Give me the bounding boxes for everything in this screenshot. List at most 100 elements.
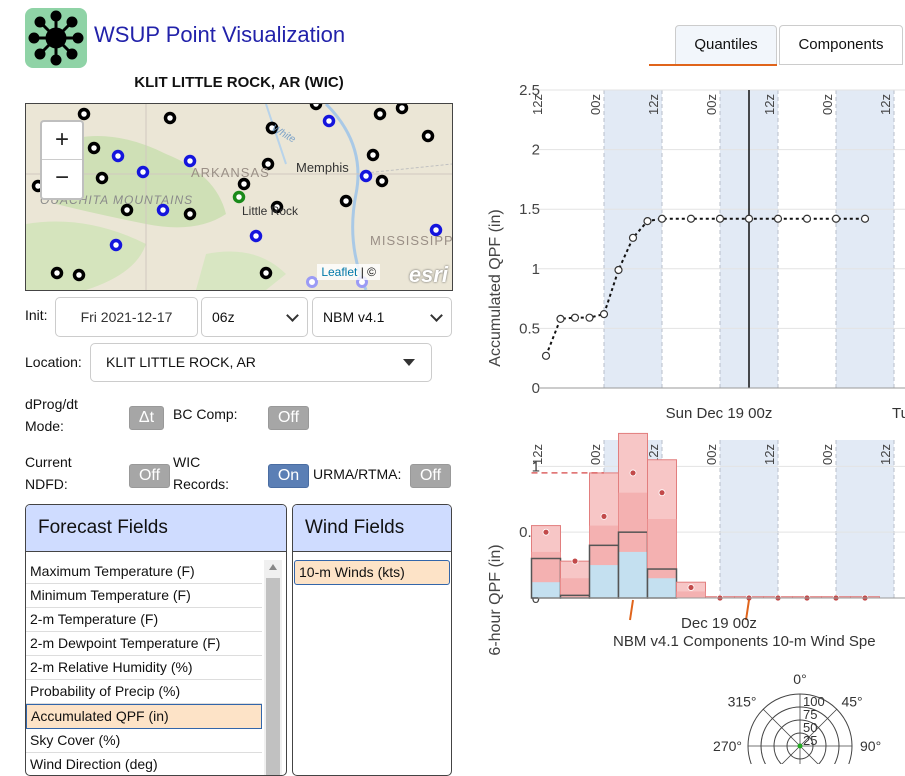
zoom-out-button[interactable]: − bbox=[54, 164, 69, 191]
scrollbar-thumb[interactable] bbox=[266, 578, 280, 775]
accum-qpf-point bbox=[556, 314, 565, 323]
dprog-mode-label: dProg/dt Mode: bbox=[25, 396, 78, 434]
polar-angle-label: 0° bbox=[793, 671, 806, 687]
location-value: KLIT LITTLE ROCK, AR bbox=[106, 354, 256, 370]
map-zoom-control: + − bbox=[40, 120, 84, 200]
polar-spoke bbox=[799, 708, 838, 747]
forecast-field-item[interactable]: Maximum Temperature (F) bbox=[26, 560, 262, 584]
forecast-fields-scrollbar[interactable] bbox=[264, 560, 282, 775]
tab-quantiles[interactable]: Quantiles bbox=[675, 25, 777, 65]
qpf-mean-point bbox=[542, 528, 550, 536]
polar-wind-point bbox=[797, 743, 803, 749]
forecast-field-item[interactable]: 2-m Relative Humidity (%) bbox=[26, 656, 262, 680]
accum-qpf-point bbox=[686, 214, 696, 223]
map-label-little-rock: Little Rock bbox=[242, 204, 299, 218]
accum-qpf-point bbox=[643, 217, 652, 226]
forecast-fields-panel: Forecast Fields Maximum Temperature (F) … bbox=[25, 504, 287, 776]
qpf-mean-point bbox=[571, 557, 579, 565]
app-title: WSUP Point Visualization bbox=[94, 22, 346, 47]
polar-spoke bbox=[762, 708, 801, 747]
hour-tick-label: 00z bbox=[588, 444, 603, 465]
accum-qpf-date-label-right: Tu bbox=[892, 405, 905, 422]
polar-radial-label: 25 bbox=[803, 733, 817, 748]
polar-radial-label: 50 bbox=[803, 720, 817, 735]
hour-tick-label: 12z bbox=[530, 444, 545, 465]
forecast-field-item[interactable]: Minimum Temperature (F) bbox=[26, 584, 262, 608]
polar-spoke bbox=[799, 745, 819, 764]
hour-tick-label: 00z bbox=[820, 444, 835, 465]
urma-rtma-label: URMA/RTMA: bbox=[313, 466, 402, 482]
init-cycle-select[interactable]: 06z bbox=[201, 297, 308, 337]
accum-qpf-point bbox=[628, 233, 638, 242]
hour-tick-label: 00z bbox=[704, 94, 719, 115]
forecast-fields-title: Forecast Fields bbox=[26, 505, 286, 552]
init-label: Init: bbox=[25, 307, 48, 323]
polar-angle-label: 270° bbox=[713, 738, 742, 754]
polar-angle-label: 45° bbox=[841, 694, 862, 710]
wic-records-label: WIC Records: bbox=[173, 454, 230, 492]
leaflet-link[interactable]: Leaflet bbox=[321, 265, 358, 279]
forecast-field-item-selected[interactable]: Accumulated QPF (in) bbox=[26, 704, 262, 729]
current-ndfd-label: Current NDFD: bbox=[25, 454, 72, 492]
y-tick-label: 2 bbox=[532, 142, 540, 159]
accum-qpf-ylabel: Accumulated QPF (in) bbox=[487, 209, 504, 366]
orange-marker bbox=[629, 599, 634, 621]
tab-components[interactable]: Components bbox=[779, 25, 903, 65]
network-logo-icon bbox=[28, 10, 84, 66]
accum-qpf-point bbox=[657, 214, 667, 223]
y-tick-label: 1 bbox=[532, 261, 540, 278]
qpf-low-band-bar bbox=[589, 565, 619, 598]
accum-qpf-point bbox=[541, 351, 551, 360]
model-value: NBM v4.1 bbox=[323, 309, 385, 325]
polar-angle-label: 90° bbox=[860, 738, 881, 754]
forecast-field-item[interactable]: Wind Direction (deg) bbox=[26, 753, 262, 775]
hour-tick-label: 00z bbox=[588, 94, 603, 115]
qpf-mean-point bbox=[600, 512, 608, 520]
accum-qpf-point bbox=[599, 309, 609, 319]
hour-tick-label: 00z bbox=[820, 94, 835, 115]
init-date-input[interactable]: Fri 2021-12-17 bbox=[55, 297, 198, 337]
location-label: Location: bbox=[25, 354, 82, 370]
forecast-field-item[interactable]: 2-m Dewpoint Temperature (F) bbox=[26, 632, 262, 656]
wind-field-item-selected[interactable]: 10-m Winds (kts) bbox=[294, 560, 450, 585]
urma-rtma-toggle[interactable]: Off bbox=[410, 464, 451, 488]
accum-qpf-line bbox=[545, 217, 865, 357]
active-tab-underline bbox=[649, 64, 777, 66]
map-basemap: ARKANSAS Memphis OUACHITA MOUNTAINS Litt… bbox=[26, 104, 452, 290]
y-tick-label: 0.5 bbox=[519, 320, 540, 337]
forecast-field-item[interactable]: Sky Cover (%) bbox=[26, 729, 262, 753]
accum-qpf-point bbox=[715, 214, 725, 223]
y-tick-label: 1.5 bbox=[519, 201, 540, 218]
location-select[interactable]: KLIT LITTLE ROCK, AR bbox=[90, 343, 432, 382]
qpf-low-band-bar bbox=[531, 582, 561, 598]
wind-fields-panel: Wind Fields 10-m Winds (kts) bbox=[292, 504, 452, 776]
hour-tick-label: 12z bbox=[878, 94, 893, 115]
scroll-up-icon[interactable] bbox=[269, 564, 277, 570]
model-select[interactable]: NBM v4.1 bbox=[312, 297, 452, 337]
qpf-mean-point bbox=[687, 584, 695, 591]
accum-qpf-date-label: Sun Dec 19 00z bbox=[666, 405, 773, 422]
zoom-in-button[interactable]: + bbox=[42, 122, 82, 160]
six-hour-qpf-date-label: Dec 19 00z bbox=[681, 615, 757, 632]
current-ndfd-toggle[interactable]: Off bbox=[129, 464, 170, 488]
accum-qpf-point bbox=[744, 214, 754, 223]
qpf-low-band-bar bbox=[618, 551, 648, 598]
y-tick-label: 1 bbox=[532, 458, 540, 475]
station-map[interactable]: ARKANSAS Memphis OUACHITA MOUNTAINS Litt… bbox=[25, 103, 453, 291]
y-tick-label: 2.5 bbox=[519, 82, 540, 99]
polar-spoke bbox=[781, 745, 801, 764]
bc-comp-toggle[interactable]: Off bbox=[268, 406, 309, 430]
hour-tick-label: 12z bbox=[530, 94, 545, 115]
qpf-mid-band-bar bbox=[676, 591, 706, 598]
hour-tick-label: 12z bbox=[762, 94, 777, 115]
dprog-mode-toggle[interactable]: Δt bbox=[129, 406, 164, 430]
forecast-field-item[interactable]: 2-m Temperature (F) bbox=[26, 608, 262, 632]
forecast-field-item[interactable]: Probability of Precip (%) bbox=[26, 680, 262, 704]
wic-records-toggle[interactable]: On bbox=[268, 464, 309, 488]
accum-qpf-point bbox=[860, 214, 870, 223]
hour-tick-label: 12z bbox=[762, 444, 777, 465]
station-title: KLIT LITTLE ROCK, AR (WIC) bbox=[134, 74, 344, 91]
